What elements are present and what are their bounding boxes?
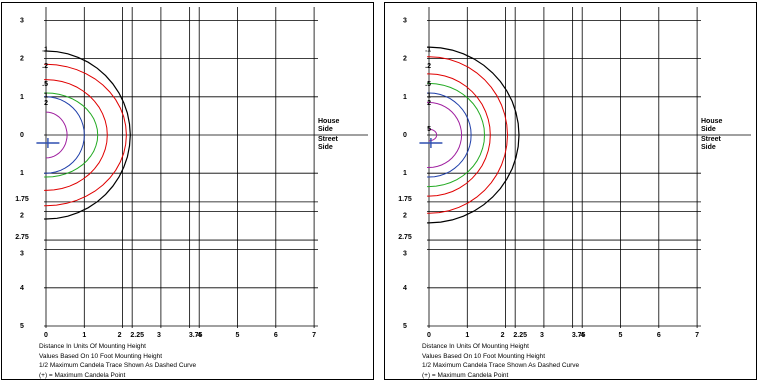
y-tick-label: 2	[20, 212, 24, 219]
house-side-label-side: Side	[701, 126, 716, 133]
notes-left: Distance In Units Of Mounting Height Val…	[39, 342, 196, 380]
y-tick-label: 1.75	[15, 196, 29, 203]
contour-label: 1	[44, 93, 48, 100]
x-tick-label: 5	[236, 332, 240, 339]
x-tick-label: 3.75	[189, 332, 203, 339]
contour-0-1	[44, 50, 131, 220]
x-tick-label: 1	[465, 332, 469, 339]
x-tick-label: 7	[695, 332, 699, 339]
contour-label: 5	[427, 126, 431, 133]
grid	[427, 7, 751, 328]
x-tick-label: 4	[580, 332, 584, 339]
contour-label: .5	[425, 81, 431, 88]
contour-0-2-inner	[44, 79, 108, 191]
x-tick-label: 0	[427, 332, 431, 339]
x-tick-label: 6	[274, 332, 278, 339]
contour-label: .1	[425, 47, 431, 54]
y-tick-label: 1	[20, 94, 24, 101]
y-tick-label: 2	[403, 212, 407, 219]
contour-0-1	[427, 46, 520, 224]
x-tick-label: 2.25	[130, 332, 144, 339]
contour-label: 2	[427, 100, 431, 107]
note-distance: Distance In Units Of Mounting Height	[39, 343, 146, 350]
x-tick-label: 3	[540, 332, 544, 339]
contour-0-5	[427, 82, 486, 188]
x-tick-label: 2.25	[513, 332, 527, 339]
note-distance: Distance In Units Of Mounting Height	[422, 343, 529, 350]
street-side-label-side: Side	[318, 144, 333, 151]
contour-0-2-outer	[44, 63, 127, 207]
street-side-label-street: Street	[701, 136, 722, 143]
contour-label: .1	[42, 47, 48, 54]
note-mounting-height: Values Based On 10 Foot Mounting Height	[39, 352, 163, 360]
house-side-label-house: House	[318, 118, 340, 125]
grid	[44, 7, 368, 328]
contour-label: .2	[425, 63, 431, 70]
x-tick-label: 3.75	[572, 332, 586, 339]
contour-0-5	[44, 92, 99, 178]
y-tick-label: 3	[403, 251, 407, 258]
note-mounting-height: Values Based On 10 Foot Mounting Height	[422, 352, 546, 360]
x-tick-label: 4	[197, 332, 201, 339]
note-half-max-candela: 1/2 Maximum Candela Trace Shown As Dashe…	[39, 362, 197, 369]
contour-1	[427, 92, 472, 178]
y-tick-label: 1	[20, 170, 24, 177]
contour-2	[45, 111, 68, 159]
note-max-candela-point: (+) = Maximum Candela Point	[422, 371, 509, 379]
notes-right: Distance In Units Of Mounting Height Val…	[422, 342, 579, 380]
isofootcandle-panel-left: 0 1 2 2.25 3 3.75 4 5 6 7 3 2 1 0 1 1.75 2 2.75 3 4 5 House Si…	[1, 2, 374, 380]
x-tick-label: 0	[44, 332, 48, 339]
x-tick-label: 6	[657, 332, 661, 339]
y-tick-label: 5	[20, 323, 24, 330]
y-tick-label: 0	[403, 132, 407, 139]
y-tick-label: 4	[20, 285, 24, 292]
house-side-label-house: House	[701, 118, 723, 125]
contour-label: 2	[44, 100, 48, 107]
contour-label: .5	[42, 81, 48, 88]
house-side-label-side: Side	[318, 126, 333, 133]
y-tick-label: 3	[403, 17, 407, 24]
y-tick-label: 3	[20, 17, 24, 24]
contour-0-2-inner	[427, 73, 491, 197]
y-tick-label: 1	[403, 94, 407, 101]
y-tick-label: 2	[20, 56, 24, 63]
contour-5	[429, 128, 438, 142]
contour-2	[427, 102, 463, 168]
street-side-label-street: Street	[318, 136, 339, 143]
street-side-label-side: Side	[701, 144, 716, 151]
x-tick-label: 5	[619, 332, 623, 339]
y-tick-label: 2	[403, 56, 407, 63]
contours	[427, 46, 520, 224]
y-tick-label: 3	[20, 251, 24, 258]
y-tick-label: 2.75	[398, 234, 412, 241]
contour-label: .2	[42, 63, 48, 70]
y-tick-label: 5	[403, 323, 407, 330]
note-half-max-candela: 1/2 Maximum Candela Trace Shown As Dashe…	[422, 362, 580, 369]
contours	[44, 50, 131, 220]
x-tick-label: 7	[312, 332, 316, 339]
y-tick-label: 2.75	[15, 234, 29, 241]
isofootcandle-plot-left: 0 1 2 2.25 3 3.754 5 6 7321011.7522.75345HouseSi…	[15, 7, 368, 339]
isofootcandle-panel-right: 0 1 2 2.25 3 3.75 4 5 6 7 3 2 1 0 1 1.75 2 2.75 3 4 5 House Si…	[384, 2, 757, 380]
y-tick-label: 1	[403, 170, 407, 177]
contour-1	[44, 96, 85, 174]
x-tick-label: 3	[157, 332, 161, 339]
contour-label: 1	[427, 93, 431, 100]
x-tick-label: 2	[501, 332, 505, 339]
y-tick-label: 4	[403, 285, 407, 292]
note-max-candela-point: (+) = Maximum Candela Point	[39, 371, 126, 379]
contour-0-2-outer	[427, 56, 509, 214]
x-tick-label: 1	[82, 332, 86, 339]
isofootcandle-plot-right: 0 1 2 2.25 3 3.754 5 6 7321011.7522.75345HouseSi…	[398, 7, 751, 339]
x-tick-label: 2	[118, 332, 122, 339]
y-tick-label: 0	[20, 132, 24, 139]
y-tick-label: 1.75	[398, 196, 412, 203]
